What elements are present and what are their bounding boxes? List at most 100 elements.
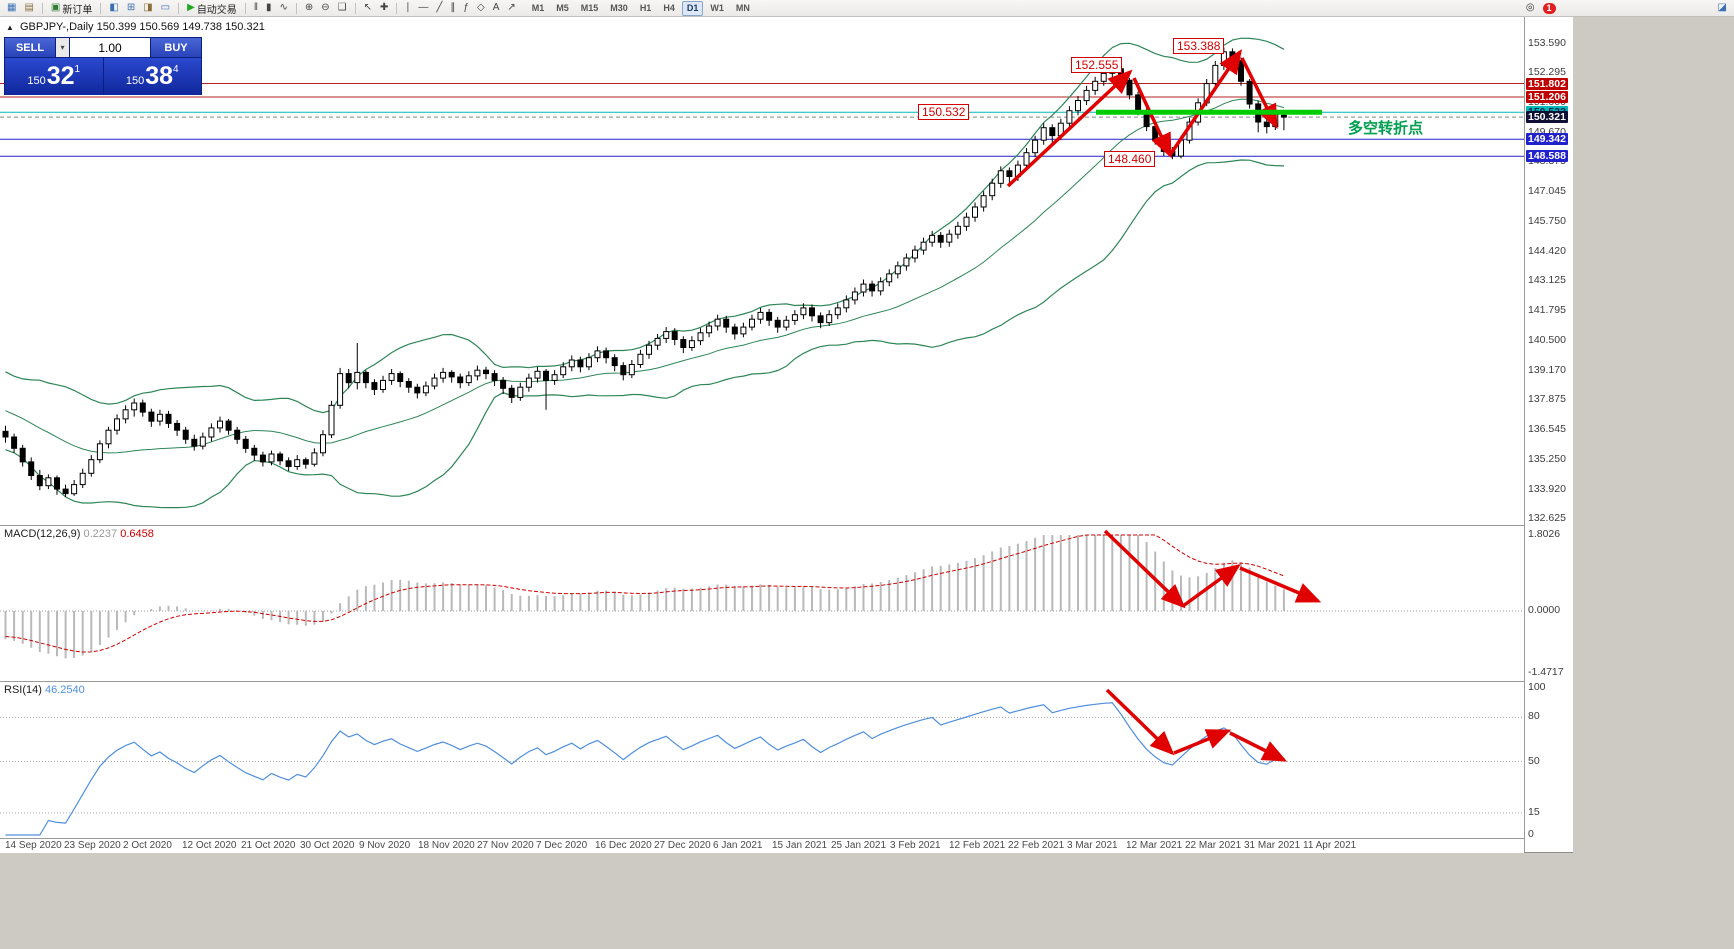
new-chart-icon[interactable]: ▦	[3, 0, 20, 16]
line-chart-icon: ∿	[279, 2, 288, 13]
toolbar-separator	[41, 2, 43, 14]
horizontal-line-icon[interactable]: ―	[414, 0, 432, 16]
date-axis-label: 3 Mar 2021	[1067, 840, 1118, 851]
date-axis-label: 18 Nov 2020	[418, 840, 475, 851]
vertical-line-icon: ∣	[405, 2, 411, 13]
panel-toggle-icon: ◪	[1717, 2, 1727, 13]
zoom-out-icon: ⊖	[321, 2, 330, 13]
sell-button[interactable]: SELL	[5, 38, 55, 57]
sell-price-prefix: 150	[27, 75, 46, 87]
shapes-icon: ◇	[476, 2, 485, 13]
new-order-button[interactable]: ▣ 新订单	[47, 0, 96, 16]
new-order-button-label: 新订单	[62, 4, 93, 16]
date-axis-label: 23 Sep 2020	[64, 840, 121, 851]
shapes-icon[interactable]: ◇	[473, 0, 489, 16]
timeframe-m15-button[interactable]: M15	[580, 2, 599, 13]
main-price-panel[interactable]: ▲ GBPJPY-,Daily 150.399 150.569 149.738 …	[0, 17, 1524, 525]
arrows-icon[interactable]: ↗	[503, 0, 519, 16]
price-axis-label: 137.875	[1528, 393, 1566, 405]
date-axis-label: 2 Oct 2020	[123, 840, 172, 851]
macd-signal-value: 0.6458	[120, 528, 154, 540]
profiles-icon[interactable]: ▤	[20, 0, 37, 16]
timeframe-m5-button[interactable]: M5	[556, 2, 569, 13]
buy-button[interactable]: BUY	[151, 38, 201, 57]
price-axis-label: 136.545	[1528, 423, 1566, 435]
symbol-period-label: GBPJPY-,Daily	[19, 21, 94, 33]
price-annotation-label[interactable]: 153.388	[1173, 38, 1225, 54]
terminal-icon: ▭	[160, 2, 171, 13]
timeframe-d1-button[interactable]: D1	[681, 0, 704, 16]
text-icon[interactable]: A	[489, 0, 504, 16]
zoom-in-icon[interactable]: ⊕	[301, 0, 317, 16]
navigator-icon: ◨	[143, 2, 153, 13]
rsi-header: RSI(14) 46.2540	[4, 684, 85, 696]
main-chart-canvas[interactable]	[0, 17, 1524, 525]
fibonacci-icon[interactable]: ƒ	[459, 0, 473, 16]
ohlc-values: 150.399 150.569 149.738 150.321	[96, 21, 265, 33]
candlestick-chart-icon[interactable]: ▮	[262, 0, 276, 16]
timeframe-m30-button[interactable]: M30	[610, 2, 628, 13]
volume-input[interactable]	[70, 38, 151, 57]
volume-dropdown-icon[interactable]: ▾	[55, 38, 70, 57]
timeframe-h4-button[interactable]: H4	[663, 2, 675, 13]
line-chart-icon[interactable]: ∿	[275, 0, 291, 16]
rsi-value: 46.2540	[44, 684, 85, 696]
macd-panel[interactable]: MACD(12,26,9) 0.2237 0.6458	[0, 525, 1524, 682]
price-annotation-label[interactable]: 148.460	[1104, 151, 1156, 167]
bar-chart-icon[interactable]: ‖	[250, 0, 262, 16]
autotrading-button[interactable]: ▶ 自动交易	[183, 0, 241, 16]
symbol-marker-icon: ▲	[6, 23, 14, 32]
date-axis-label: 12 Feb 2021	[949, 840, 1006, 851]
price-axis-label: 151.206	[1526, 91, 1568, 103]
autotrading-icon: ▶	[187, 2, 195, 13]
notification-badge[interactable]: 1	[1542, 2, 1556, 14]
search-button[interactable]: ◎	[1522, 0, 1539, 16]
macd-main-value: 0.2237	[83, 528, 118, 540]
timeframe-mn-button[interactable]: MN	[735, 2, 750, 13]
price-axis-label: 152.295	[1528, 66, 1566, 78]
price-annotation-label[interactable]: 152.555	[1071, 57, 1123, 73]
toolbar-separator	[354, 2, 356, 14]
timeframe-m1-button[interactable]: M1	[531, 2, 545, 13]
timeframe-w1-button[interactable]: W1	[710, 2, 724, 13]
date-axis-label: 12 Oct 2020	[182, 840, 237, 851]
date-axis[interactable]: 14 Sep 2020 23 Sep 2020 2 Oct 2020 12 Oct 2…	[0, 838, 1524, 853]
price-axis-label: 132.625	[1528, 512, 1566, 524]
price-axis-label: 0	[1528, 828, 1534, 840]
tile-windows-icon[interactable]: ❏	[334, 0, 351, 16]
price-axis-label: 150.321	[1526, 111, 1568, 123]
crosshair-icon[interactable]: ✚	[376, 0, 392, 16]
sell-price-button[interactable]: 150 32 1	[5, 58, 104, 95]
date-axis-label: 7 Dec 2020	[536, 840, 588, 851]
terminal-icon[interactable]: ▭	[157, 0, 174, 16]
toolbar-separator	[100, 2, 102, 14]
new-order-icon: ▣	[50, 2, 61, 13]
timeframe-h1-button[interactable]: H1	[639, 2, 652, 13]
buy-price-button[interactable]: 150 38 4	[103, 58, 201, 95]
panel-toggle-button[interactable]: ◪	[1714, 0, 1731, 16]
navigator-icon[interactable]: ◨	[139, 0, 156, 16]
price-annotation-label[interactable]: 150.532	[918, 104, 970, 120]
channel-icon[interactable]: ∥	[446, 0, 459, 16]
price-axis-label: 151.802	[1526, 78, 1568, 90]
price-axis[interactable]: 153.590152.295151.000149.670148.375147.0…	[1524, 17, 1573, 852]
trendline-icon: ╱	[436, 2, 443, 13]
price-axis-label: 143.125	[1528, 274, 1566, 286]
crosshair-icon: ✚	[380, 2, 389, 13]
trendline-icon[interactable]: ╱	[432, 0, 446, 16]
cursor-icon[interactable]: ↖	[360, 0, 376, 16]
price-axis-label: 133.920	[1528, 483, 1566, 495]
vertical-line-icon[interactable]: ∣	[401, 0, 414, 16]
price-axis-label: 1.8026	[1528, 528, 1561, 540]
toolbar-separator	[178, 2, 180, 14]
buy-price-big: 38	[145, 62, 174, 90]
macd-canvas	[0, 534, 1524, 659]
zoom-out-icon[interactable]: ⊖	[317, 0, 333, 16]
date-axis-label: 11 Apr 2021	[1303, 840, 1357, 851]
price-axis-label: 135.250	[1528, 453, 1566, 465]
zoom-in-icon: ⊕	[304, 2, 314, 13]
market-watch-icon[interactable]: ◧	[105, 0, 122, 16]
data-window-icon[interactable]: ⊞	[123, 0, 139, 16]
rsi-panel[interactable]: RSI(14) 46.2540	[0, 681, 1524, 839]
price-axis-label: 140.500	[1528, 334, 1566, 346]
